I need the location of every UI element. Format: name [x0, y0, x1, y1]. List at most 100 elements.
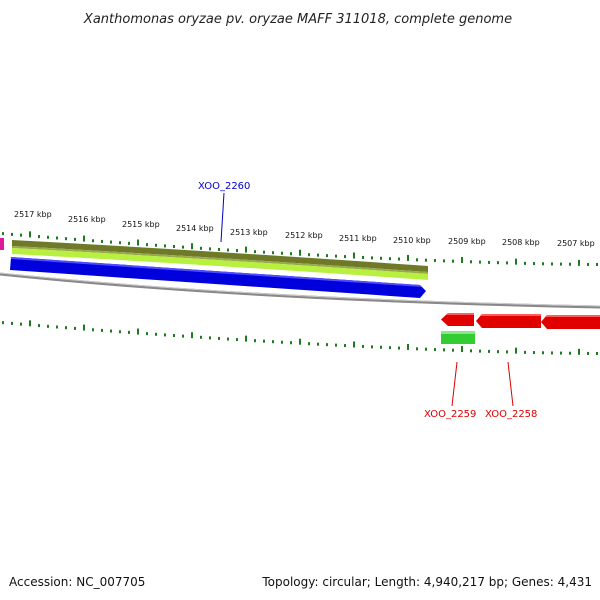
minor-tick: [47, 235, 49, 239]
major-tick: [407, 254, 409, 261]
green-feature-shine: [441, 331, 475, 334]
minor-tick: [434, 259, 436, 263]
gene-xoo-2259[interactable]: [441, 313, 474, 326]
genome-backbone-highlight: [0, 272, 600, 307]
minor-tick: [56, 325, 58, 329]
olive-feature-band-light[interactable]: [12, 246, 428, 274]
minor-tick: [569, 351, 571, 355]
minor-tick: [425, 258, 427, 262]
minor-tick: [2, 232, 4, 236]
lime-feature-band[interactable]: [12, 248, 428, 280]
minor-tick: [335, 343, 337, 347]
gene-label-xoo-2258[interactable]: XOO_2258: [485, 409, 537, 420]
minor-tick: [227, 248, 229, 252]
gene-label-xoo-2260[interactable]: XOO_2260: [198, 181, 250, 192]
lower-tick-track: [2, 320, 598, 355]
upper-tick-track: [2, 231, 598, 266]
olive-feature-band[interactable]: [12, 240, 428, 272]
minor-tick: [173, 245, 175, 249]
kbp-label: 2509 kbp: [448, 237, 486, 246]
minor-tick: [182, 245, 184, 249]
minor-tick: [587, 262, 589, 266]
minor-tick: [92, 239, 94, 243]
minor-tick: [110, 240, 112, 244]
minor-tick: [362, 344, 364, 348]
kbp-label: 2512 kbp: [285, 231, 323, 240]
minor-tick: [119, 241, 121, 245]
gene-red-continued[interactable]: [541, 315, 600, 329]
major-tick: [353, 252, 355, 259]
gene-xoo-2260-leader: [220, 192, 225, 243]
minor-tick: [218, 247, 220, 251]
gene-xoo-2259-leader: [451, 361, 458, 407]
minor-tick: [290, 341, 292, 345]
minor-tick: [92, 328, 94, 332]
minor-tick: [344, 255, 346, 259]
minor-tick: [443, 348, 445, 352]
gene-red-continued-shine: [545, 315, 600, 317]
minor-tick: [209, 247, 211, 251]
major-tick: [83, 235, 85, 242]
gene-xoo-2260[interactable]: [10, 257, 426, 298]
green-feature[interactable]: [441, 331, 475, 344]
major-tick: [299, 249, 301, 256]
gene-label-xoo-2259[interactable]: XOO_2259: [424, 409, 476, 420]
minor-tick: [470, 349, 472, 353]
minor-tick: [2, 321, 4, 325]
gene-xoo-2258[interactable]: [476, 314, 541, 328]
minor-tick: [389, 346, 391, 350]
minor-tick: [416, 258, 418, 262]
minor-tick: [164, 244, 166, 248]
minor-tick: [101, 328, 103, 332]
minor-tick: [290, 252, 292, 256]
minor-tick: [236, 249, 238, 253]
minor-tick: [263, 339, 265, 343]
minor-tick: [47, 324, 49, 328]
minor-tick: [443, 259, 445, 263]
minor-tick: [479, 349, 481, 353]
kbp-label: 2511 kbp: [339, 234, 377, 243]
kbp-label: 2510 kbp: [393, 236, 431, 245]
minor-tick: [497, 350, 499, 354]
minor-tick: [20, 233, 22, 237]
minor-tick: [200, 335, 202, 339]
minor-tick: [533, 351, 535, 355]
minor-tick: [200, 246, 202, 250]
minor-tick: [110, 329, 112, 333]
major-tick: [578, 259, 580, 266]
major-tick: [299, 338, 301, 345]
kbp-label: 2516 kbp: [68, 215, 106, 224]
minor-tick: [416, 347, 418, 351]
gene-xoo-2258-leader: [507, 361, 514, 407]
major-tick: [29, 231, 31, 238]
minor-tick: [317, 342, 319, 346]
edge-feature[interactable]: [0, 238, 4, 250]
minor-tick: [236, 338, 238, 342]
major-tick: [245, 246, 247, 253]
major-tick: [515, 258, 517, 265]
minor-tick: [425, 347, 427, 351]
major-tick: [353, 341, 355, 348]
minor-tick: [101, 239, 103, 243]
minor-tick: [371, 345, 373, 349]
gene-xoo-2260-shine: [11, 257, 422, 287]
minor-tick: [272, 340, 274, 344]
major-tick: [83, 324, 85, 331]
minor-tick: [56, 236, 58, 240]
major-tick: [407, 343, 409, 350]
major-tick: [191, 332, 193, 339]
minor-tick: [587, 351, 589, 355]
minor-tick: [65, 326, 67, 330]
minor-tick: [128, 241, 130, 245]
minor-tick: [146, 332, 148, 336]
gene-xoo-2259-shine: [446, 313, 474, 315]
kbp-scale: 2517 kbp 2516 kbp 2515 kbp 2514 kbp 2513…: [14, 210, 595, 248]
accession-text: Accession: NC_007705: [9, 575, 145, 589]
minor-tick: [596, 351, 598, 355]
minor-tick: [335, 254, 337, 258]
kbp-label: 2507 kbp: [557, 239, 595, 248]
minor-tick: [488, 260, 490, 264]
minor-tick: [317, 253, 319, 257]
minor-tick: [155, 332, 157, 336]
